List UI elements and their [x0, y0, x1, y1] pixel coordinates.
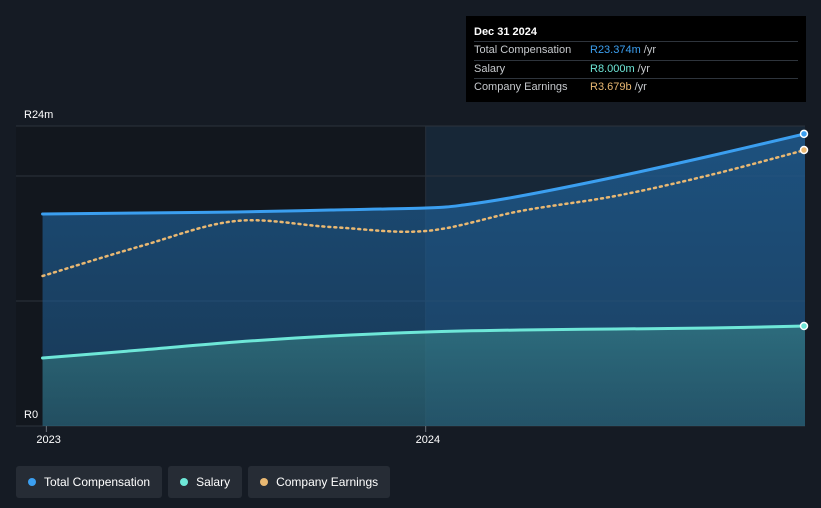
x-axis-ticks: 2023 2024 [36, 426, 440, 446]
tooltip-unit: /yr [634, 81, 647, 93]
tooltip-row-salary: Salary R8.000m /yr [474, 59, 798, 79]
salary-area [42, 326, 806, 426]
legend-dot-icon [28, 478, 36, 486]
legend: Total Compensation Salary Company Earnin… [16, 466, 391, 498]
legend-salary[interactable]: Salary [168, 466, 243, 498]
company-earnings-line [41, 148, 807, 278]
legend-label: Total Compensation [44, 475, 151, 489]
legend-company-earnings[interactable]: Company Earnings [248, 466, 391, 498]
legend-label: Company Earnings [276, 475, 379, 489]
y-tick-label: R24m [24, 109, 53, 121]
tooltip-row-earnings: Company Earnings R3.679b /yr [474, 78, 798, 97]
legend-dot-icon [180, 478, 189, 486]
series-areas [42, 133, 806, 426]
total-compensation-end-marker [799, 129, 809, 139]
series-lines [41, 132, 807, 360]
x-tick-label: 2024 [416, 434, 440, 446]
tooltip-label: Company Earnings [474, 81, 568, 93]
tooltip: Dec 31 2024 Total Compensation R23.374m … [466, 16, 806, 102]
y-axis-ticks: R24m R0 [24, 109, 53, 421]
tooltip-date: Dec 31 2024 [474, 26, 537, 38]
salary-line [41, 324, 807, 360]
x-tick-label: 2023 [36, 434, 60, 446]
legend-dot-icon [260, 478, 269, 486]
company-earnings-end-marker [799, 145, 809, 155]
series-end-markers [799, 129, 809, 331]
tooltip-row-total: Total Compensation R23.374m /yr [474, 41, 798, 60]
salary-end-marker [799, 321, 809, 331]
tooltip-label: Salary [474, 62, 506, 75]
tooltip-value: R23.374m [590, 44, 641, 56]
y-tick-label: R0 [24, 409, 38, 421]
total-compensation-line [41, 132, 807, 216]
tooltip-value: R3.679b [590, 81, 632, 93]
tooltip-label: Total Compensation [474, 44, 572, 56]
legend-label: Salary [196, 475, 231, 489]
legend-total-compensation[interactable]: Total Compensation [16, 466, 163, 498]
tooltip-value: R8.000m [590, 62, 635, 75]
tooltip-unit: /yr [643, 44, 656, 56]
tooltip-unit: /yr [637, 62, 650, 75]
